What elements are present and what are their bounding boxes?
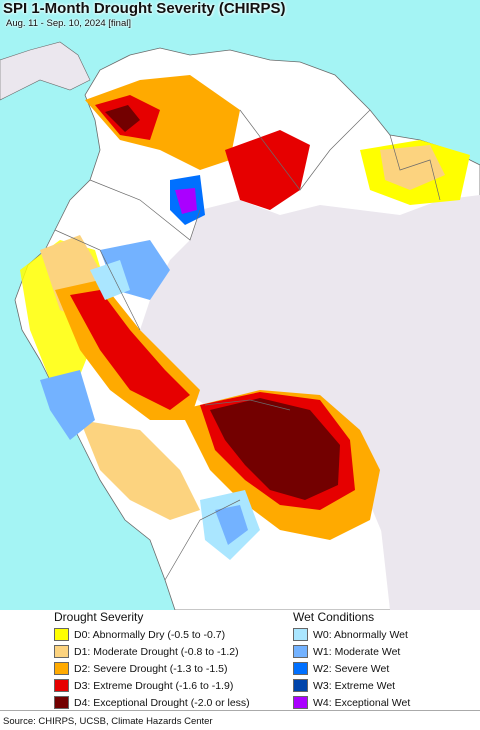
d4-patch-north bbox=[105, 105, 140, 132]
swatch-d3 bbox=[54, 679, 69, 692]
legend-wet-items: W0: Abnormally Wet W1: Moderate Wet W2: … bbox=[293, 626, 410, 711]
swatch-w0 bbox=[293, 628, 308, 641]
d3-patch-andes bbox=[70, 290, 190, 410]
swatch-w4 bbox=[293, 696, 308, 709]
legend-label-d1: D1: Moderate Drought (-0.8 to -1.2) bbox=[74, 645, 239, 658]
no-data-southeast bbox=[380, 500, 480, 610]
legend-item-w2: W2: Severe Wet bbox=[293, 660, 410, 677]
swatch-w2 bbox=[293, 662, 308, 675]
legend-item-d3: D3: Extreme Drought (-1.6 to -1.9) bbox=[54, 677, 250, 694]
wet-patches bbox=[40, 175, 260, 560]
legend-item-w0: W0: Abnormally Wet bbox=[293, 626, 410, 643]
swatch-w1 bbox=[293, 645, 308, 658]
map-canvas bbox=[0, 0, 480, 610]
w1-patch-bolivia bbox=[215, 505, 248, 545]
drought-patches bbox=[20, 75, 470, 540]
legend-label-d4: D4: Exceptional Drought (-2.0 or less) bbox=[74, 696, 250, 709]
swatch-d4 bbox=[54, 696, 69, 709]
legend-item-d2: D2: Severe Drought (-1.3 to -1.5) bbox=[54, 660, 250, 677]
swatch-d2 bbox=[54, 662, 69, 675]
legend-item-w3: W3: Extreme Wet bbox=[293, 677, 410, 694]
legend-item-w1: W1: Moderate Wet bbox=[293, 643, 410, 660]
legend-wet-column: Wet Conditions W0: Abnormally Wet W1: Mo… bbox=[293, 610, 410, 709]
legend-drought-items: D0: Abnormally Dry (-0.5 to -0.7) D1: Mo… bbox=[54, 626, 250, 711]
country-borders bbox=[54, 109, 441, 581]
central-america-land bbox=[0, 41, 91, 101]
legend-label-w4: W4: Exceptional Wet bbox=[313, 696, 411, 709]
d1-patch-south bbox=[80, 420, 200, 520]
d3-patch-venezuela bbox=[225, 130, 310, 210]
legend-label-w0: W0: Abnormally Wet bbox=[313, 628, 408, 641]
drought-map: SPI 1-Month Drought Severity (CHIRPS) Au… bbox=[0, 0, 480, 610]
w1-patch-peru-coast bbox=[40, 370, 95, 440]
legend-label-w3: W3: Extreme Wet bbox=[313, 679, 396, 692]
legend-item-d4: D4: Exceptional Drought (-2.0 or less) bbox=[54, 694, 250, 711]
legend-drought-heading: Drought Severity bbox=[54, 610, 144, 624]
d4-patch-bolivia bbox=[210, 398, 340, 500]
map-subtitle: Aug. 11 - Sep. 10, 2024 [final] bbox=[6, 18, 131, 29]
legend: Drought Severity D0: Abnormally Dry (-0.… bbox=[0, 610, 480, 710]
swatch-d1 bbox=[54, 645, 69, 658]
source-credit: Source: CHIRPS, UCSB, Climate Hazards Ce… bbox=[3, 716, 213, 727]
swatch-d0 bbox=[54, 628, 69, 641]
legend-label-d2: D2: Severe Drought (-1.3 to -1.5) bbox=[74, 662, 228, 675]
legend-label-w1: W1: Moderate Wet bbox=[313, 645, 401, 658]
footer: Source: CHIRPS, UCSB, Climate Hazards Ce… bbox=[0, 710, 480, 730]
legend-wet-heading: Wet Conditions bbox=[293, 610, 375, 624]
w4-patch-colombia bbox=[175, 188, 197, 214]
legend-label-d0: D0: Abnormally Dry (-0.5 to -0.7) bbox=[74, 628, 226, 641]
legend-label-w2: W2: Severe Wet bbox=[313, 662, 390, 675]
legend-item-d1: D1: Moderate Drought (-0.8 to -1.2) bbox=[54, 643, 250, 660]
swatch-w3 bbox=[293, 679, 308, 692]
map-title: SPI 1-Month Drought Severity (CHIRPS) bbox=[3, 0, 286, 17]
legend-label-d3: D3: Extreme Drought (-1.6 to -1.9) bbox=[74, 679, 234, 692]
legend-item-w4: W4: Exceptional Wet bbox=[293, 694, 410, 711]
legend-drought-column: Drought Severity D0: Abnormally Dry (-0.… bbox=[54, 610, 250, 709]
legend-item-d0: D0: Abnormally Dry (-0.5 to -0.7) bbox=[54, 626, 250, 643]
